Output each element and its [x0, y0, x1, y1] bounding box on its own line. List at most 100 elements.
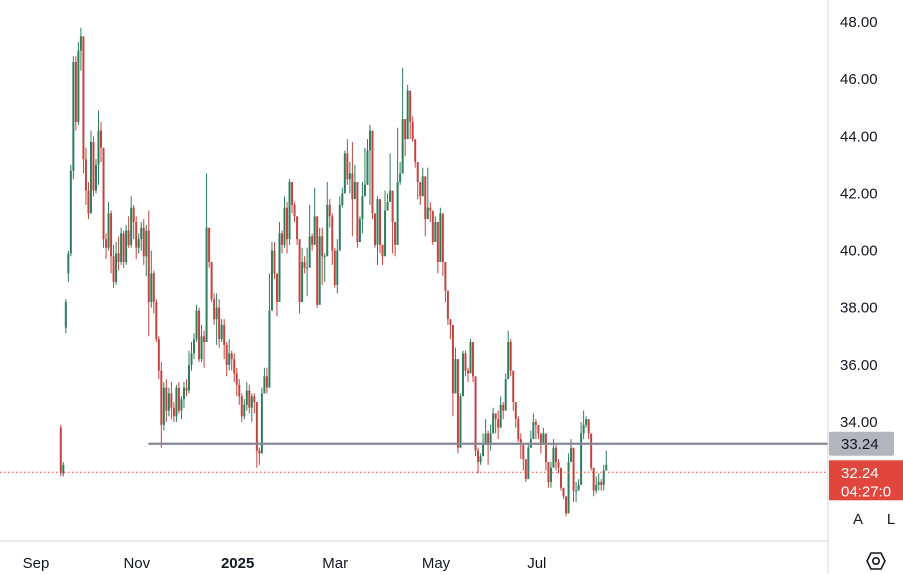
candle	[145, 224, 148, 277]
candle	[100, 122, 103, 162]
candle	[472, 342, 475, 382]
candle	[570, 439, 573, 462]
candle	[135, 216, 138, 260]
candle	[115, 242, 118, 285]
y-tick-label: 48.00	[840, 14, 878, 31]
candle	[270, 242, 273, 311]
candle	[479, 453, 482, 465]
candle	[399, 162, 402, 185]
candle	[414, 139, 417, 168]
x-tick-label: 2025	[221, 555, 254, 572]
last-price-tag	[829, 460, 903, 501]
candle	[195, 304, 198, 342]
candle	[404, 119, 407, 157]
candle	[243, 399, 246, 420]
candle	[519, 433, 522, 460]
candle	[577, 479, 580, 491]
candle	[436, 222, 439, 274]
candle	[200, 324, 203, 362]
candle	[321, 227, 324, 285]
candle	[180, 396, 183, 420]
candle	[273, 242, 276, 280]
candle	[602, 464, 605, 491]
candle	[208, 227, 211, 268]
candle	[482, 433, 485, 457]
candle	[230, 350, 233, 371]
candle	[198, 307, 201, 362]
candle	[162, 382, 165, 431]
candle	[87, 182, 90, 220]
time-axis[interactable]: Sep Nov 2025 Mar May Jul	[23, 555, 547, 572]
candle	[517, 416, 520, 442]
candle	[240, 393, 243, 422]
candle	[484, 419, 487, 445]
candle	[210, 262, 213, 302]
candle	[94, 159, 97, 194]
candle	[258, 447, 261, 465]
candle	[238, 379, 241, 405]
candle	[456, 359, 459, 454]
candle	[147, 210, 150, 337]
candle	[296, 216, 299, 245]
last-price-label: 32.24	[841, 465, 879, 482]
candle	[461, 350, 464, 397]
candle	[137, 233, 140, 254]
candle	[406, 84, 409, 140]
candle	[275, 273, 278, 317]
candle	[361, 182, 364, 234]
candle	[507, 330, 510, 380]
candle	[170, 382, 173, 420]
x-tick-label: Sep	[23, 555, 50, 572]
candle	[552, 439, 555, 468]
candle	[597, 473, 600, 491]
x-tick-label: Jul	[527, 555, 546, 572]
candle	[582, 410, 585, 440]
candles-layer	[59, 27, 608, 517]
candle	[527, 444, 530, 480]
candle	[454, 347, 457, 394]
x-tick-label: Nov	[123, 555, 150, 572]
candle	[120, 227, 123, 265]
candle	[125, 224, 128, 265]
candle	[459, 393, 462, 448]
y-tick-label: 40.00	[840, 243, 878, 260]
candle	[512, 370, 515, 411]
candle	[497, 410, 500, 440]
settings-icon[interactable]	[862, 547, 890, 575]
candle	[346, 139, 349, 185]
candle	[193, 333, 196, 360]
candle	[587, 419, 590, 440]
auto-scale-button[interactable]: A	[846, 507, 870, 531]
candle	[557, 459, 560, 474]
candle	[537, 424, 540, 440]
candle	[502, 402, 505, 420]
candle	[280, 230, 283, 254]
y-tick-label: 46.00	[840, 71, 878, 88]
candle	[97, 110, 100, 185]
candle	[203, 330, 206, 368]
candle	[112, 244, 115, 288]
candle	[253, 393, 256, 414]
candle	[572, 447, 575, 502]
candle	[278, 222, 281, 302]
candle	[102, 147, 105, 248]
candle	[62, 462, 65, 477]
candle	[544, 433, 547, 471]
x-tick-label: May	[422, 555, 451, 572]
log-scale-button[interactable]: L	[879, 507, 903, 531]
candle	[228, 339, 231, 371]
candle	[336, 239, 339, 294]
price-axis[interactable]: 48.00 46.00 44.00 42.00 40.00 38.00 36.00 34.00	[840, 14, 878, 431]
candle	[434, 216, 437, 242]
candle	[172, 402, 175, 422]
candle	[218, 299, 221, 348]
candle	[489, 424, 492, 451]
candle	[522, 444, 525, 471]
candle	[190, 342, 193, 371]
candle	[298, 239, 301, 314]
candle	[431, 210, 434, 245]
candle	[547, 462, 550, 488]
candle	[223, 319, 226, 360]
